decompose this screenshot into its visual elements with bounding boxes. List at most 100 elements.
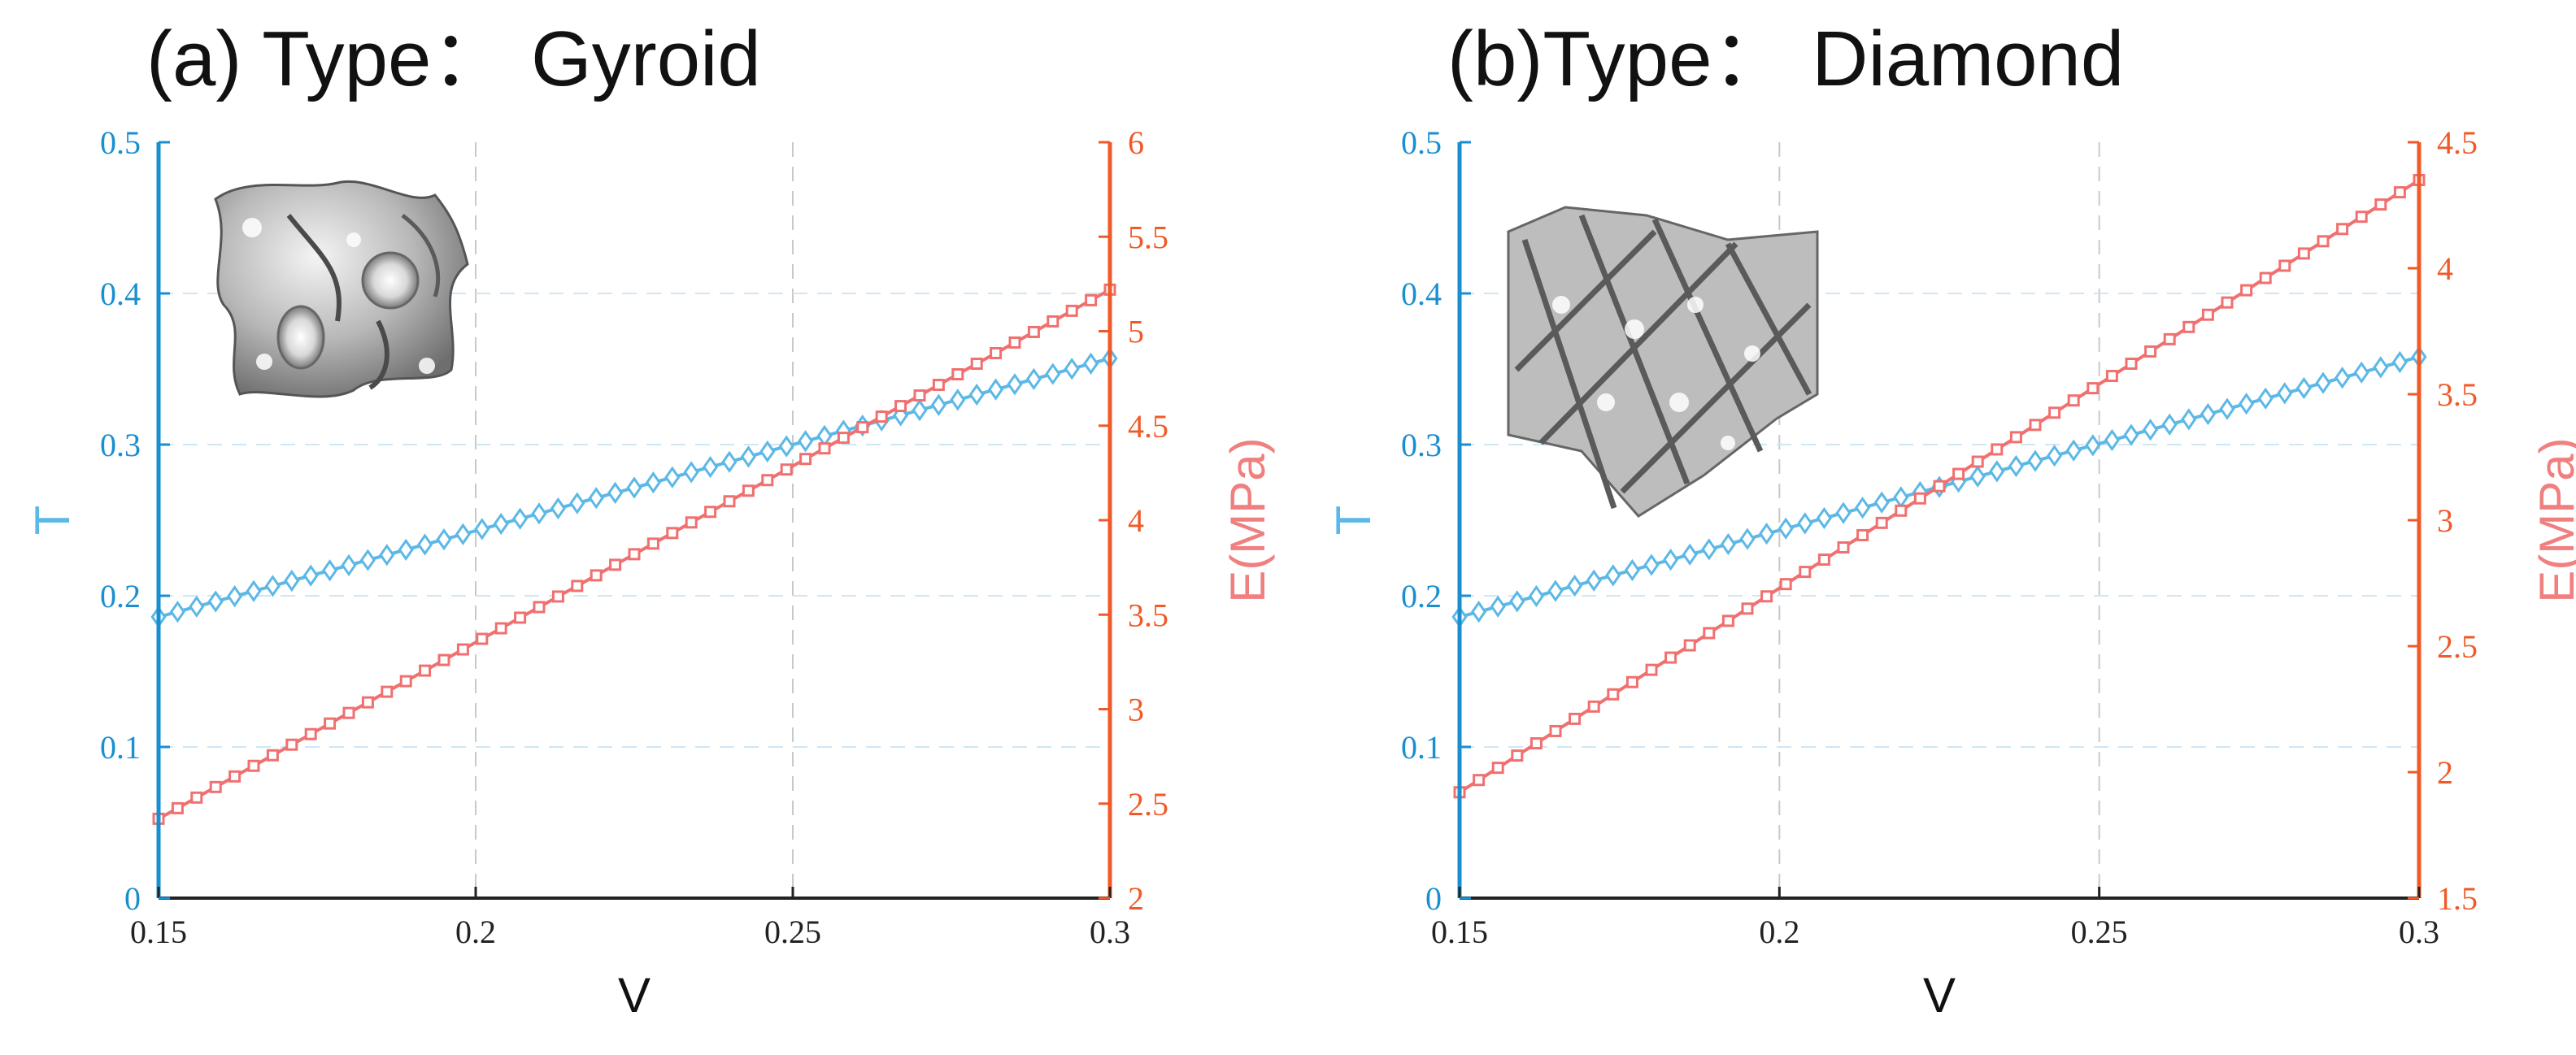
data-point-t [664,466,681,488]
data-point-t [2104,428,2120,452]
data-point-t [1528,584,1544,608]
y2-tick-label: 2 [2437,754,2453,791]
y2-tick-label: 1.5 [2437,880,2478,917]
data-point-e [437,653,450,666]
y-tick-label: 0 [124,880,141,917]
data-point-e [304,727,317,740]
data-point-e [742,484,755,497]
data-point-e [590,569,603,582]
data-point-t [1007,373,1023,396]
data-point-t [778,435,794,458]
data-point-e [533,601,546,614]
data-point-t [2353,361,2369,384]
data-point-e [1530,737,1543,750]
data-point-t [1835,501,1852,524]
data-point-e [476,632,489,645]
data-point-e [837,432,850,445]
data-point-e [646,537,659,550]
data-point-t [2334,367,2351,389]
data-point-e [2009,431,2022,444]
y2-tick-label: 4.5 [1128,408,1168,445]
x-tick-label: 0.25 [764,914,821,950]
diamond-structure [1507,206,1819,518]
data-point-t [1490,595,1506,618]
panel-a-ticks: 0.15 0.2 0.25 0.3 0 0.1 0.2 0.3 0.4 0.5 2 2.5 3 3.5 4 4… [100,124,1168,950]
data-point-e [2297,247,2310,260]
data-point-e [951,368,964,381]
data-point-e [2144,345,2157,358]
data-point-e [1046,315,1060,328]
data-point-e [2086,382,2100,395]
data-point-e [2240,284,2253,297]
data-point-e [1569,712,1582,725]
data-point-t [1759,523,1775,545]
data-point-t [531,502,547,525]
data-point-t [607,481,624,504]
data-point-e [247,759,260,772]
data-point-t [912,398,928,422]
data-point-t [379,544,395,567]
data-point-e [2029,419,2042,432]
x-tick-label: 0.15 [130,914,187,950]
data-point-e [1875,516,1888,529]
y2-tick-label: 5.5 [1128,219,1168,255]
data-point-t [1989,460,2005,483]
data-point-t [264,575,281,597]
data-point-t [588,487,604,510]
data-point-e [990,346,1003,359]
data-point-t [359,549,376,571]
data-point-e [171,801,184,814]
data-point-t [968,383,985,406]
data-point-e [818,442,831,455]
y2-tick-label: 2 [1128,880,1144,917]
data-point-t [645,471,661,494]
data-point-t [1969,465,1986,488]
panel-a-x-label: V [618,968,651,1022]
x-tick-label: 0.3 [2399,914,2439,950]
data-point-e [894,400,907,413]
data-point-e [666,527,679,540]
y-tick-label: 0.5 [100,124,141,161]
data-point-e [1856,528,1869,541]
data-point-t [2143,419,2159,441]
x-tick-label: 0.15 [1431,914,1488,950]
y-tick-label: 0.1 [100,729,141,766]
data-point-e [514,611,527,624]
data-point-e [761,474,774,487]
data-point-e [324,717,337,730]
data-point-e [2221,296,2234,309]
data-point-t [455,523,471,545]
data-point-e [1065,304,1078,317]
data-point-e [2067,394,2080,407]
data-point-e [1027,325,1040,338]
panel-b-series [1451,174,2427,799]
data-point-e [913,389,926,402]
data-point-t [798,430,814,453]
data-point-e [1779,578,1792,591]
data-point-e [1645,663,1658,676]
data-point-t [2391,350,2408,374]
data-point-e [1549,724,1562,737]
data-point-t [1025,367,1042,391]
data-point-e [1895,504,1908,517]
data-point-t [721,450,738,473]
data-point-t [550,497,566,520]
data-point-e [1837,541,1850,554]
data-point-e [1607,688,1620,701]
data-point-e [190,791,203,804]
data-point-t [2181,408,2197,431]
y2-tick-label: 4 [2437,250,2453,287]
y-tick-label: 0.1 [1401,729,1442,766]
data-point-t [930,393,946,416]
data-point-t [1605,564,1621,587]
panel-b-y-label: T [1326,506,1381,536]
data-point-e [571,580,584,593]
data-point-e [1933,480,1946,493]
data-point-e [1817,554,1830,567]
data-point-t [398,538,414,561]
data-point-t [626,476,642,499]
data-point-e [456,643,469,656]
panel-b-x-label: V [1923,968,1956,1022]
data-point-e [685,516,698,529]
data-point-e [2317,235,2330,248]
